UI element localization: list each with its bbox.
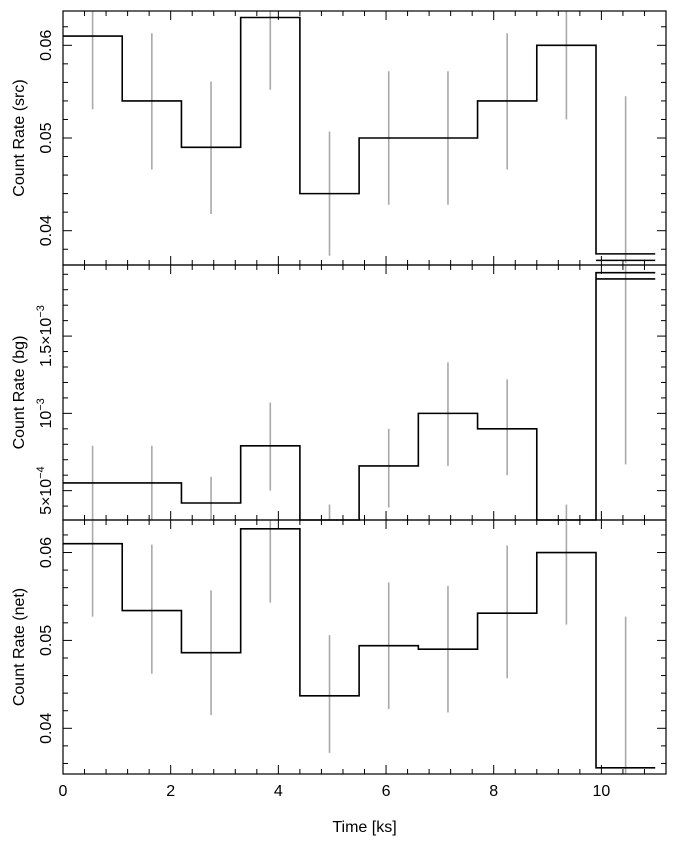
y-tick-label: 0.06 xyxy=(38,537,55,568)
panel-2: 5×10−4 10−3 1.5×10−3 Count Rate (bg) xyxy=(11,264,667,521)
y-tick-label: 5×10−4 xyxy=(35,466,55,515)
x-tick-label: 8 xyxy=(489,783,498,800)
x-tick-label: 0 xyxy=(59,783,68,800)
x-axis-label: Time [ks] xyxy=(332,819,396,836)
x-tick-label: 6 xyxy=(382,783,391,800)
y-tick-label: 0.06 xyxy=(38,30,55,61)
plot-frame xyxy=(62,264,667,521)
step-line xyxy=(63,527,656,769)
y-tick-label: 0.05 xyxy=(38,122,55,153)
panel-3: 0.04 0.05 0.06 Count Rate (net) xyxy=(11,519,667,775)
plot-frame xyxy=(62,519,667,775)
x-tick-label: 2 xyxy=(166,783,175,800)
y-tick-label: 10−3 xyxy=(35,398,55,428)
x-tick-label: 4 xyxy=(274,783,283,800)
y-tick-label: 0.04 xyxy=(38,215,55,246)
y-axis-label: Count Rate (net) xyxy=(11,588,28,706)
y-axis-label: Count Rate (src) xyxy=(11,79,28,196)
panel-1: 0.04 0.05 0.06 Count Rate (src) xyxy=(11,10,667,266)
y-tick-label: 1.5×10−3 xyxy=(35,305,55,367)
step-line xyxy=(63,271,656,521)
x-tick-label: 10 xyxy=(592,783,610,800)
y-axis-label: Count Rate (bg) xyxy=(11,336,28,450)
y-tick-label: 0.04 xyxy=(38,713,55,744)
y-tick-label: 0.05 xyxy=(38,625,55,656)
step-line xyxy=(63,16,656,255)
